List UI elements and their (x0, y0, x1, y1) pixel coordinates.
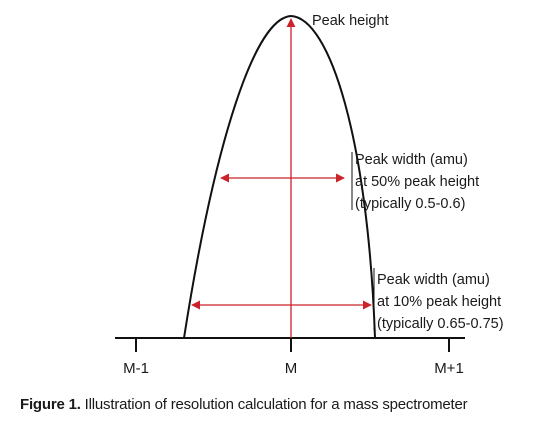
width-50-label-line3: (typically 0.5-0.6) (355, 196, 465, 212)
width-50-label-line2: at 50% peak height (355, 174, 479, 190)
tick-label-m-plus-1: M+1 (434, 360, 464, 377)
width-50-label-line1: Peak width (amu) (355, 152, 468, 168)
peak-curve (183, 14, 376, 339)
peak-height-label: Peak height (312, 13, 389, 29)
width-10-label-line1: Peak width (amu) (377, 272, 490, 288)
tick-label-m: M (285, 360, 298, 377)
width-10-label-line2: at 10% peak height (377, 294, 501, 310)
figure-caption-text: Illustration of resolution calculation f… (80, 396, 468, 413)
width-10-label-line3: (typically 0.65-0.75) (377, 316, 504, 332)
figure-number: Figure 1. (20, 396, 81, 413)
tick-label-m-minus-1: M-1 (123, 360, 149, 377)
figure-caption: Figure 1. Illustration of resolution cal… (20, 396, 530, 413)
